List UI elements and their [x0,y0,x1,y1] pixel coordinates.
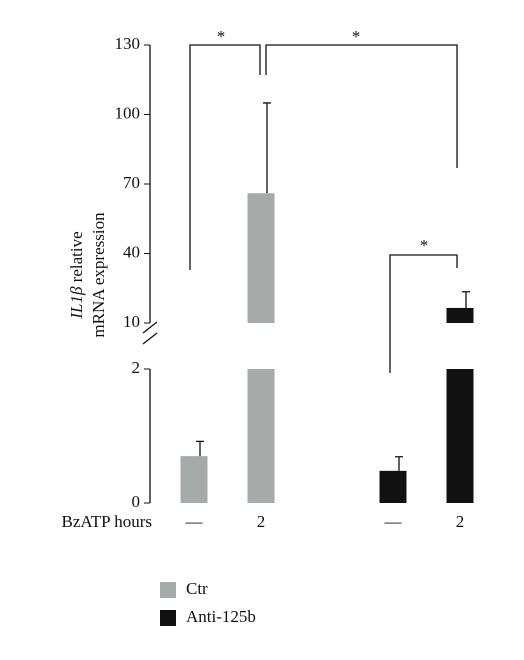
y-label-line: IL1β relative [67,231,86,319]
legend-swatch [160,582,176,598]
x-tick-label: — [185,512,204,531]
y-label-line: mRNA expression [89,212,108,338]
y-tick-label: 70 [123,173,140,192]
axis-break [142,321,158,345]
x-label: BzATP hours [61,512,152,531]
bar [446,369,474,503]
y-tick-label: 10 [123,312,140,331]
error-bar [462,291,470,308]
annotation: * [420,236,429,255]
significance-bracket [189,44,458,373]
y-tick-label: 0 [132,492,141,511]
error-bar [196,440,204,457]
bar [247,193,275,323]
x-tick-label: 2 [456,512,465,531]
bar [446,307,474,323]
bar [180,456,208,503]
y-label: IL1β relative mRNA expression [67,212,108,338]
y-label-gene: IL1β [67,286,86,320]
legend-label: Ctr [186,579,208,598]
y-tick-label: 100 [115,103,141,122]
legend-swatch [160,610,176,626]
y-label-text: relative [67,231,86,282]
x-tick-label: 2 [257,512,266,531]
y-tick-label: 40 [123,242,140,261]
x-tick-label: — [384,512,403,531]
y-tick-label: 2 [132,358,141,377]
y-tick-label: 130 [115,34,141,53]
annotation: * [352,27,361,46]
error-bar [263,102,271,194]
bar [247,369,275,503]
annotation: * [217,27,226,46]
bar [379,470,407,503]
legend-label: Anti-125b [186,607,256,626]
error-bar [395,456,403,471]
